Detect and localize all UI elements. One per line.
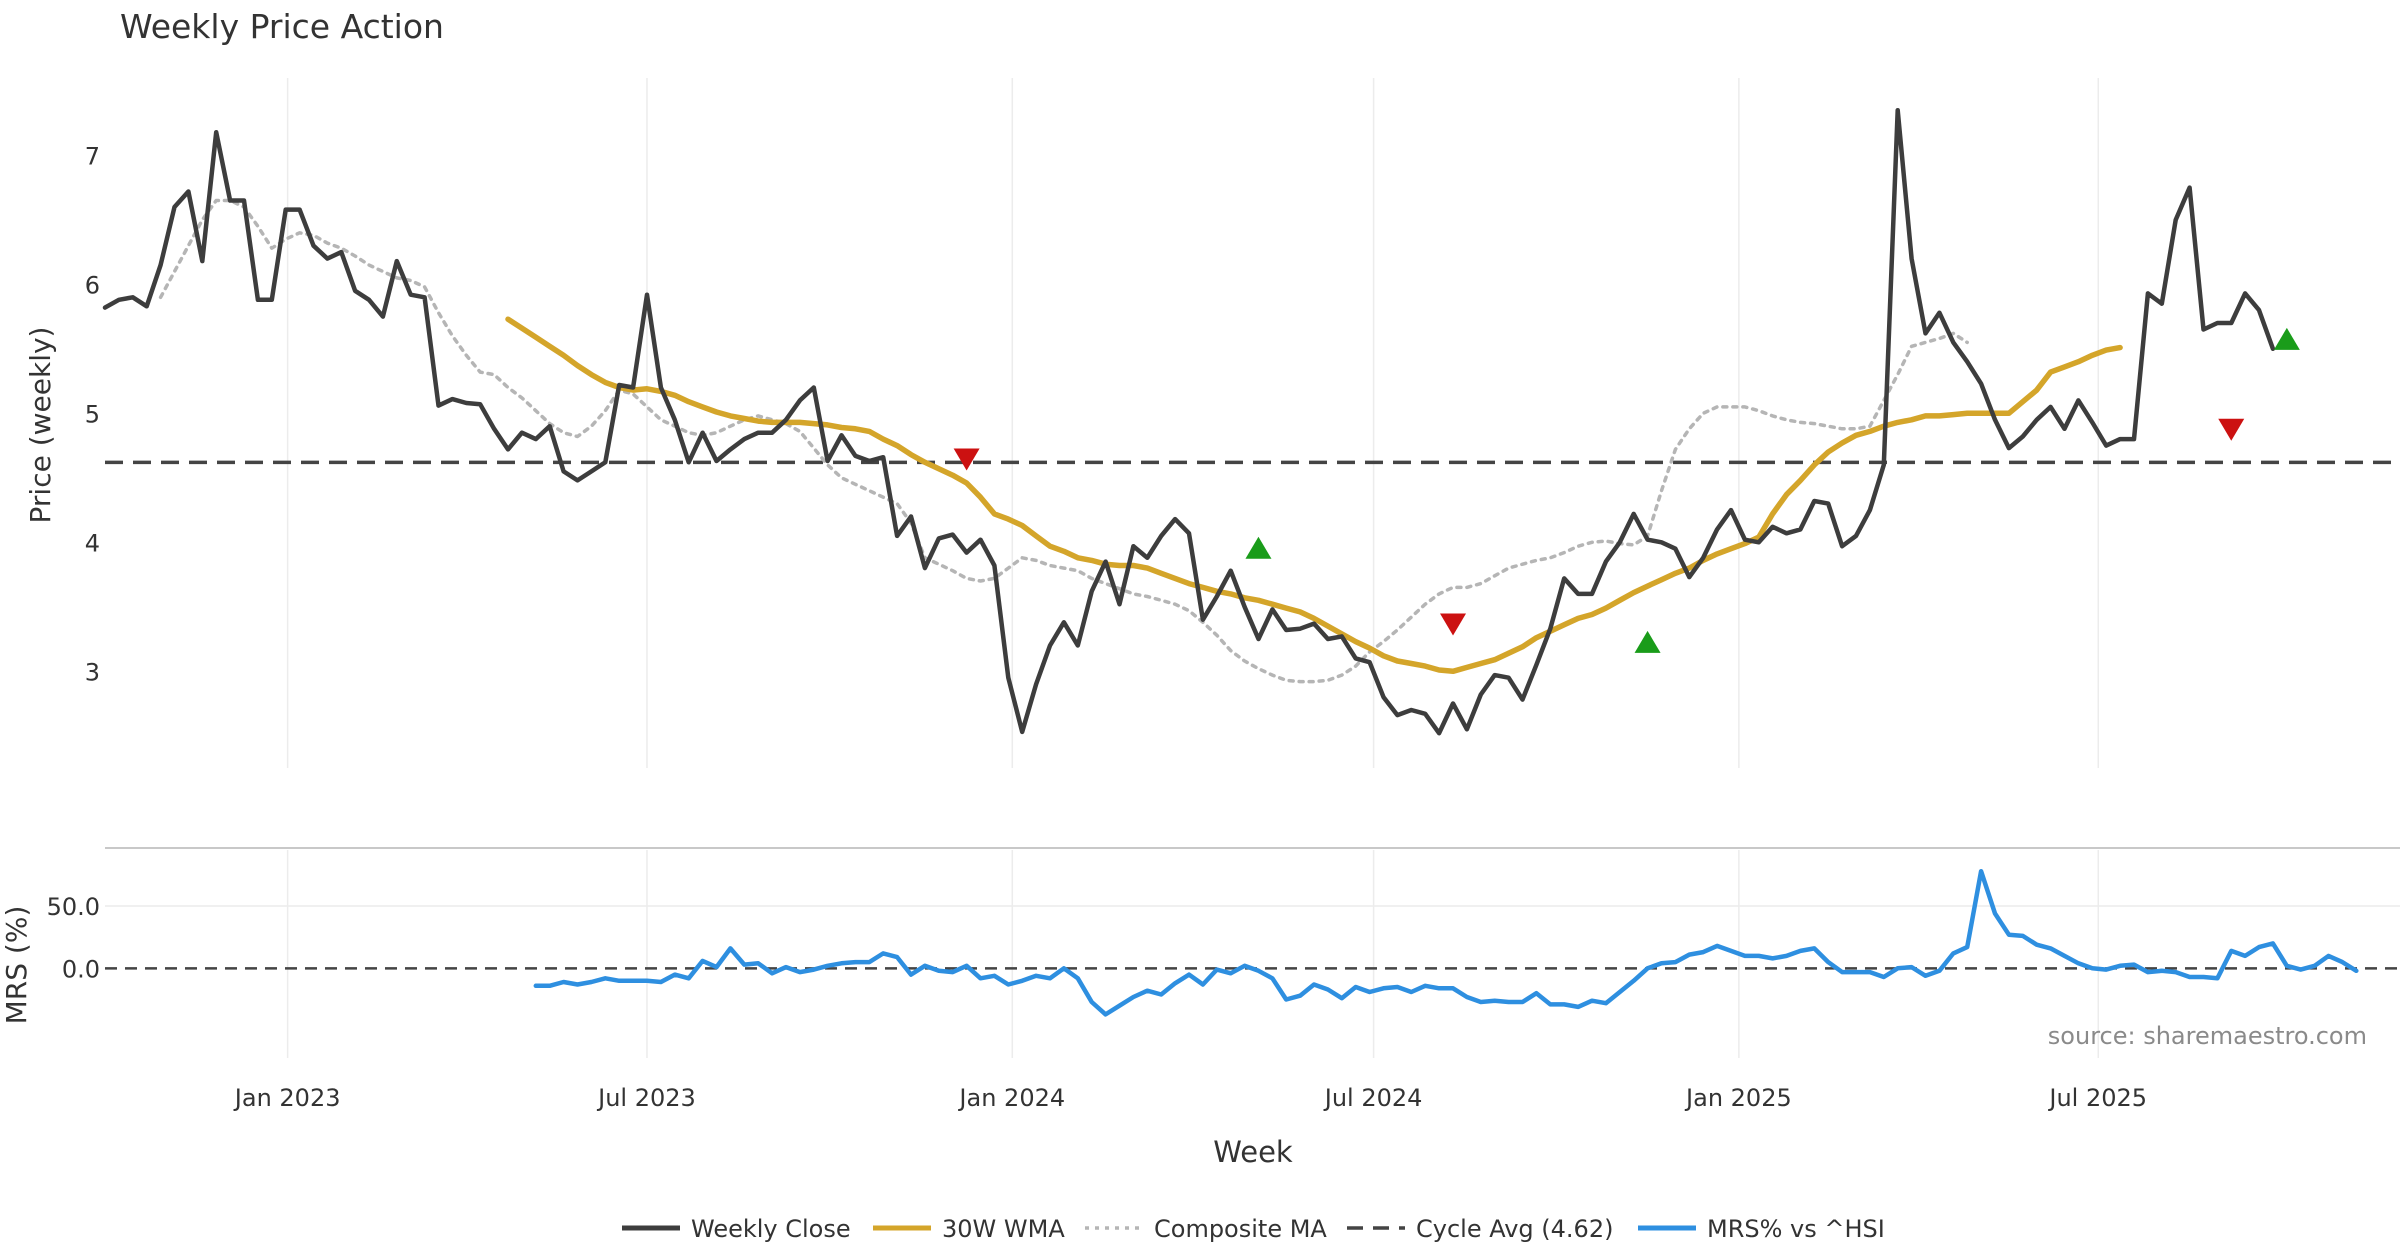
price-y-tick-label: 3 bbox=[85, 658, 100, 686]
x-tick-label: Jul 2024 bbox=[1323, 1084, 1423, 1112]
weekly-close-line bbox=[102, 107, 2276, 736]
x-tick-labels: Jan 2023 Jul 2023 Jan 2024 Jul 2024 Jan 2025… bbox=[233, 1084, 2147, 1112]
x-tick-label: Jul 2025 bbox=[2047, 1084, 2147, 1112]
composite-ma-line bbox=[158, 198, 1969, 684]
price-panel: 3 4 5 6 7 bbox=[85, 107, 2400, 736]
legend-label: Composite MA bbox=[1154, 1215, 1327, 1243]
chart-title: Weekly Price Action bbox=[120, 7, 444, 46]
price-y-tick-label: 4 bbox=[85, 529, 100, 557]
legend-label: Cycle Avg (4.62) bbox=[1416, 1215, 1613, 1243]
x-tick-label: Jan 2025 bbox=[1684, 1084, 1792, 1112]
price-y-tick-label: 5 bbox=[85, 400, 100, 428]
x-tick-label: Jan 2024 bbox=[957, 1084, 1065, 1112]
buy-signal-marker bbox=[1245, 536, 1272, 559]
price-y-tick-label: 6 bbox=[85, 271, 100, 299]
x-tick-label: Jan 2023 bbox=[233, 1084, 341, 1112]
source-note: source: sharemaestro.com bbox=[2048, 1022, 2367, 1050]
legend-label: 30W WMA bbox=[942, 1215, 1065, 1243]
price-y-axis-label: Price (weekly) bbox=[24, 327, 57, 524]
buy-signal-marker bbox=[2273, 327, 2300, 350]
sell-signal-marker bbox=[1440, 613, 1467, 636]
sell-signal-marker bbox=[2218, 418, 2245, 441]
legend: Weekly Close 30W WMA Composite MA Cycle Avg… bbox=[622, 1215, 1885, 1243]
mrs-y-tick-label: 50.0 bbox=[47, 893, 100, 921]
mrs-y-axis-label: MRS (%) bbox=[0, 906, 33, 1025]
buy-signal-marker bbox=[1634, 630, 1661, 653]
x-tick-label: Jul 2023 bbox=[596, 1084, 696, 1112]
x-axis-label: Week bbox=[1213, 1135, 1293, 1169]
wma-30w-line bbox=[505, 316, 2123, 675]
price-y-tick-label: 7 bbox=[85, 142, 100, 170]
legend-label: Weekly Close bbox=[691, 1215, 851, 1243]
sell-signal-marker bbox=[953, 448, 980, 471]
mrs-panel: 0.0 50.0 bbox=[47, 847, 2400, 1017]
mrs-line bbox=[533, 868, 2359, 1017]
legend-label: MRS% vs ^HSI bbox=[1707, 1215, 1885, 1243]
mrs-y-tick-label: 0.0 bbox=[62, 955, 100, 983]
x-gridlines bbox=[286, 78, 2099, 1058]
